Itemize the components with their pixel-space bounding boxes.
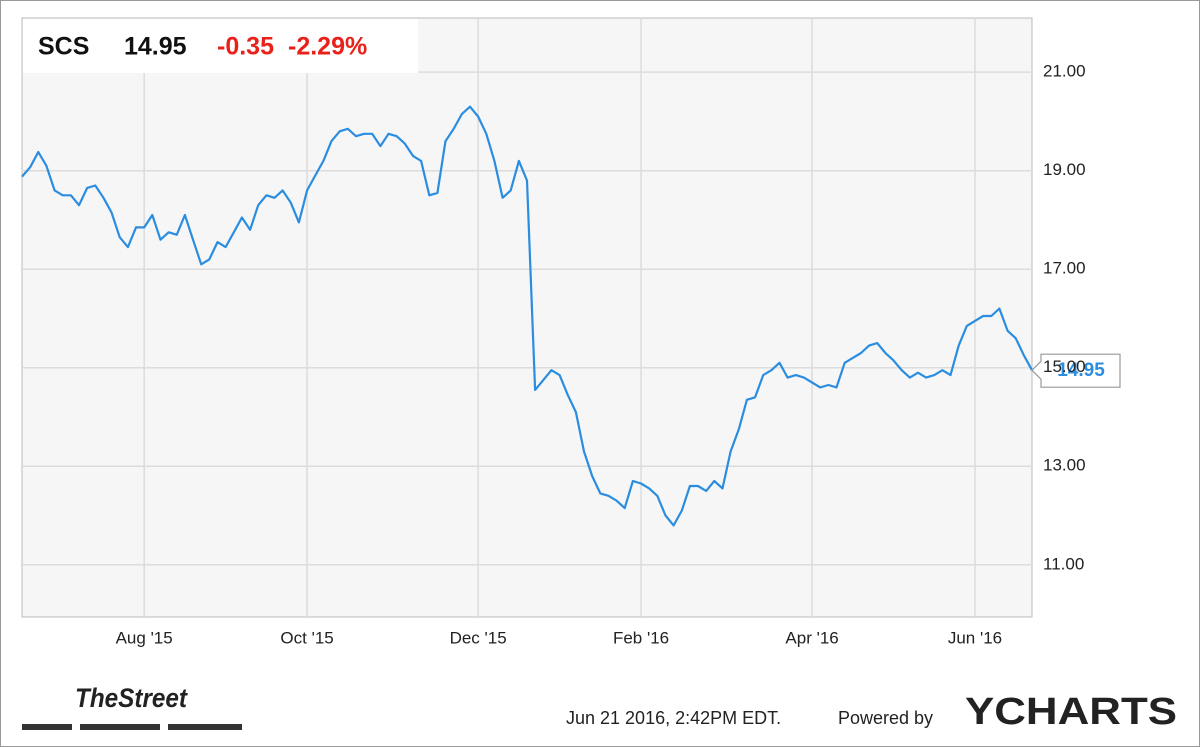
y-tick-label: 19.00: [1043, 160, 1086, 179]
x-tick-label: Feb '16: [613, 628, 669, 647]
logo-bar: [22, 724, 72, 730]
y-tick-label: 13.00: [1043, 456, 1086, 475]
change: -0.35: [217, 33, 274, 61]
x-tick-label: Jun '16: [948, 628, 1002, 647]
logo-bar: [168, 724, 242, 730]
header-box: [23, 19, 418, 73]
price-tag-box: [1031, 353, 1121, 388]
lines: [21, 105, 1033, 527]
price-line: [21, 105, 1033, 527]
x-tick-label: Dec '15: [450, 628, 507, 647]
timestamp: Jun 21 2016, 2:42PM EDT.: [566, 708, 781, 728]
price-tag-label: 14.95: [1057, 360, 1105, 381]
provider-logo: YCHARTS: [965, 691, 1177, 733]
price-tag: 14.95: [1031, 353, 1121, 388]
y-tick-label: 17.00: [1043, 259, 1086, 278]
ticker: SCS: [38, 33, 89, 61]
y-tick-label: 15.00: [1043, 357, 1086, 376]
brand-logo: TheStreet: [75, 683, 188, 713]
x-tick-label: Aug '15: [116, 628, 173, 647]
plot-area: [21, 17, 1033, 618]
powered-by: Powered by: [838, 708, 933, 728]
y-tick-label: 21.00: [1043, 62, 1086, 81]
x-tick-label: Apr '16: [785, 628, 838, 647]
logo-bar: [80, 724, 160, 730]
y-tick-label: 11.00: [1043, 554, 1084, 573]
change-percent: -2.29%: [288, 33, 367, 61]
x-tick-label: Oct '15: [280, 628, 333, 647]
price: 14.95: [124, 33, 187, 61]
